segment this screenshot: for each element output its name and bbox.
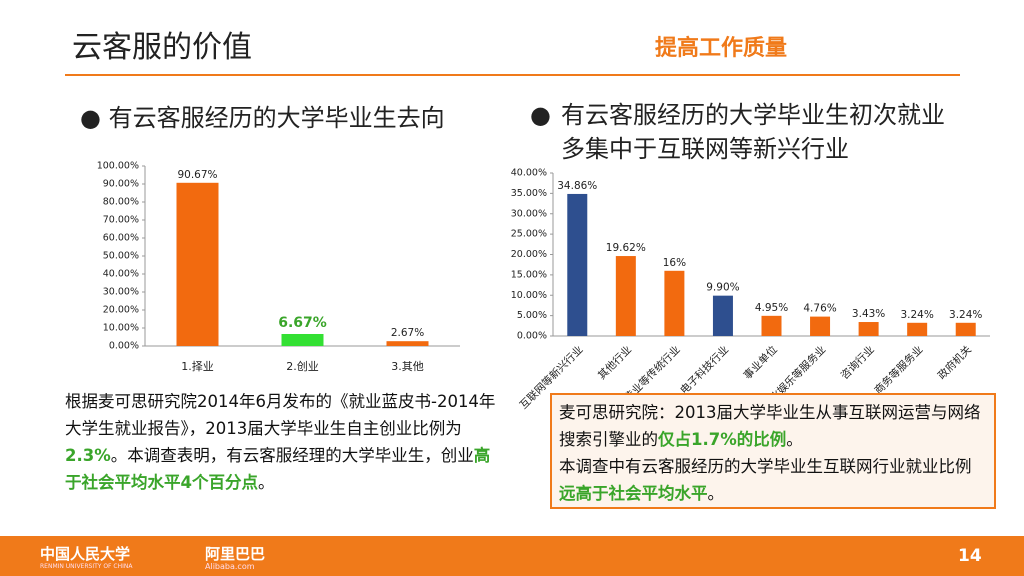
bar [858,322,879,336]
value-label: 2.67% [391,327,424,339]
note-highlight: 高于社会平均水平4个百分点 [65,446,491,492]
bar [907,322,928,336]
logo-sub: RENMIN UNIVERSITY OF CHINA [40,563,133,570]
y-tick-label: 80.00% [103,197,139,208]
y-tick-label: 60.00% [103,233,139,244]
value-label: 3.24% [949,309,982,321]
note-text: 。 [257,473,275,492]
value-label: 3.43% [852,308,885,320]
divider [65,74,960,76]
note-text: 本调查中有云客服经历的大学毕业生互联网行业就业比例 [559,457,972,476]
y-tick-label: 20.00% [511,249,547,260]
bar [810,316,831,336]
x-tick-label: 事业单位 [741,343,780,382]
y-tick-label: 70.00% [103,215,139,226]
x-tick-label: 电子科技行业 [677,343,731,397]
title: 云客服的价值 [72,30,252,65]
x-tick-label: 其他行业 [595,343,634,382]
x-tick-label: 1.择业 [181,359,214,373]
y-tick-label: 40.00% [103,269,139,280]
y-tick-label: 40.00% [511,168,547,179]
note-text: 。本调查表明，有云客服经理的大学毕业生，创业 [110,446,474,465]
y-tick-label: 100.00% [97,161,139,172]
tag: 提高工作质量 [655,36,788,61]
y-tick-label: 30.00% [103,287,139,298]
y-tick-label: 90.00% [103,179,139,190]
bullet-text: 有云客服经历的大学毕业生去向 [108,104,445,132]
x-tick-label: 咨询行业 [838,343,877,382]
x-tick-label: 政府机关 [935,343,974,382]
x-tick-label: 商务等服务业 [872,343,926,397]
y-tick-label: 20.00% [103,305,139,316]
value-label: 19.62% [606,242,646,254]
note-text: 。 [707,484,725,503]
right-note: 麦可思研究院：2013届大学毕业生从事互联网运营与网络搜索引擎业的仅占1.7%的… [550,393,996,509]
bar [955,322,976,336]
note-para: 麦可思研究院：2013届大学毕业生从事互联网运营与网络搜索引擎业的仅占1.7%的… [559,399,987,453]
value-label: 6.67% [278,315,327,331]
y-tick-label: 5.00% [517,310,547,321]
bar [615,256,636,336]
bar [567,193,588,336]
logo-sub: Alibaba.com [205,562,255,571]
bullet: ● 有云客服经历的大学毕业生初次就业多集中于互联网等新兴行业 [530,98,950,166]
bar [712,295,733,336]
y-tick-label: 25.00% [511,229,547,240]
value-label: 34.86% [557,180,597,192]
value-label: 3.24% [900,309,933,321]
note-para: 本调查中有云客服经历的大学毕业生互联网行业就业比例远高于社会平均水平。 [559,453,987,507]
note-text: 根据麦可思研究院2014年6月发布的《就业蓝皮书-2014年大学生就业报告》，2… [65,392,496,438]
left-note: 根据麦可思研究院2014年6月发布的《就业蓝皮书-2014年大学生就业报告》，2… [65,388,500,496]
y-tick-label: 50.00% [103,251,139,262]
note-text: 麦可思研究院：2013届大学毕业生从事互联网运营与网络搜索引擎业的 [559,403,981,449]
note-highlight: 仅占1.7%的比例 [658,430,787,449]
x-tick-label: 3.其他 [391,360,424,373]
bar [664,270,685,336]
logo: 中国人民大学 [40,545,131,563]
bullet: ● 有云客服经历的大学毕业生去向 [80,104,445,132]
footer: 中国人民大学 RENMIN UNIVERSITY OF CHINA 阿里巴巴 A… [0,536,1024,576]
y-tick-label: 10.00% [511,290,547,301]
value-label: 90.67% [177,169,217,181]
value-label: 4.76% [803,303,836,315]
page-number: 14 [958,546,982,566]
y-tick-label: 0.00% [517,331,547,342]
value-label: 9.90% [706,282,739,294]
y-tick-label: 0.00% [109,341,139,352]
x-tick-label: 2.创业 [286,360,319,373]
value-label: 16% [663,257,686,269]
logo: 阿里巴巴 [205,545,266,563]
bar [281,333,324,346]
bar [386,341,429,346]
y-tick-label: 35.00% [511,188,547,199]
note-highlight: 2.3% [65,446,111,465]
note-text: 。 [786,430,803,449]
bar [176,182,219,346]
y-tick-label: 15.00% [511,269,547,280]
y-tick-label: 10.00% [103,323,139,334]
y-tick-label: 30.00% [511,208,547,219]
bar [761,315,782,336]
note-highlight: 远高于社会平均水平 [559,484,708,503]
value-label: 4.95% [755,302,788,314]
bullet-text: 有云客服经历的大学毕业生初次就业多集中于互联网等新兴行业 [560,101,945,163]
